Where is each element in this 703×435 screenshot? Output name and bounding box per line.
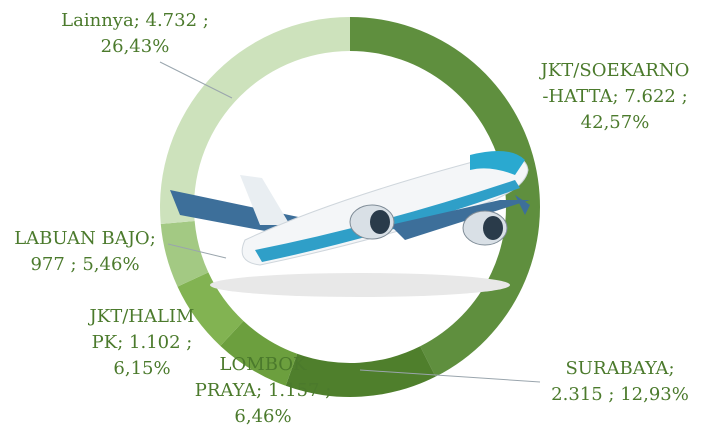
separator: ; (668, 358, 674, 379)
separator: ; (117, 332, 123, 353)
separator: ; (256, 380, 262, 401)
value-label: 1.102 (129, 332, 181, 353)
separator: ; (186, 332, 192, 353)
separator: ; (134, 10, 140, 31)
separator: ; (203, 10, 209, 31)
data-label: LABUAN BAJO; 977 ; 5,46% (0, 226, 170, 278)
data-label: JKT/SOEKARNO-HATTA; 7.622 ; 42,57% (540, 58, 690, 136)
value-label: 2.315 (551, 384, 603, 405)
percent-label: 26,43% (101, 36, 170, 57)
separator: ; (325, 380, 331, 401)
percent-label: 5,46% (82, 254, 139, 275)
separator: ; (608, 384, 614, 405)
percent-label: 6,46% (234, 406, 291, 427)
percent-label: 42,57% (581, 112, 650, 133)
category-label: SURABAYA (565, 358, 668, 379)
data-label: Lainnya; 4.732 ; 26,43% (50, 8, 220, 60)
chart: JKT/SOEKARNO-HATTA; 7.622 ; 42,57% SURABA… (0, 0, 703, 435)
value-label: 7.622 (624, 86, 676, 107)
category-label: LABUAN BAJO (14, 228, 149, 249)
separator: ; (150, 228, 156, 249)
percent-label: 6,15% (113, 358, 170, 379)
airplane (170, 151, 530, 297)
separator: ; (682, 86, 688, 107)
data-label: JKT/HALIM PK; 1.102 ; 6,15% (72, 304, 212, 382)
percent-label: 12,93% (620, 384, 689, 405)
value-label: 1.157 (268, 380, 320, 401)
separator: ; (613, 86, 619, 107)
data-label: SURABAYA; 2.315 ; 12,93% (545, 356, 695, 408)
separator: ; (71, 254, 77, 275)
value-label: 4.732 (146, 10, 198, 31)
value-label: 977 (30, 254, 64, 275)
category-label: Lainnya (61, 10, 134, 31)
